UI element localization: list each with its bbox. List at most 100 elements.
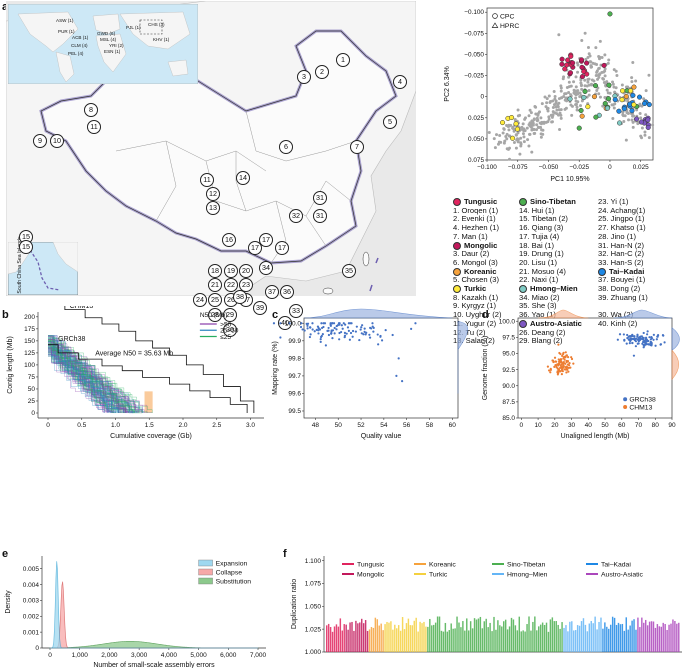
f-bar xyxy=(611,616,614,652)
f-legend-item: Tungusic xyxy=(357,561,385,568)
pca-point xyxy=(567,85,571,89)
d-ytick: 92.5 xyxy=(502,367,515,374)
pca-cpc-point xyxy=(638,119,644,125)
pca-point xyxy=(539,132,543,136)
pca-point xyxy=(546,120,550,124)
d-grch38-point xyxy=(642,331,645,335)
c-point xyxy=(306,327,309,330)
pca-point xyxy=(543,95,547,99)
group-color-dot xyxy=(519,198,527,207)
pca-xtick: −0.050 xyxy=(539,164,559,171)
f-bar xyxy=(347,629,349,652)
pca-point xyxy=(576,91,580,95)
f-bar xyxy=(580,621,583,652)
pca-point xyxy=(516,108,520,112)
c-point xyxy=(368,333,371,336)
c-point xyxy=(333,326,336,330)
pca-point xyxy=(521,122,525,126)
b-contig-curve xyxy=(48,338,137,413)
f-ytick: 1.050 xyxy=(305,603,322,610)
pca-cpc-point xyxy=(612,97,618,103)
c-ylabel: Mapping rate (%) xyxy=(272,341,279,395)
pca-cpc-point xyxy=(604,105,610,111)
pca-xtick: −0.100 xyxy=(477,164,497,171)
b-contig-curve xyxy=(48,341,135,413)
pca-point xyxy=(559,116,563,120)
c-point xyxy=(330,331,333,335)
pca-point xyxy=(610,103,614,107)
f-bar xyxy=(405,623,408,652)
f-bar xyxy=(516,630,519,652)
d-grch38-point xyxy=(663,341,666,344)
c-point xyxy=(319,340,322,343)
c-point xyxy=(329,322,332,325)
f-ytick: 1.100 xyxy=(305,558,322,565)
f-bar xyxy=(481,628,484,652)
c-point xyxy=(349,331,353,335)
group-header: Hmong–Mien xyxy=(519,284,582,294)
f-bar xyxy=(359,622,361,652)
pca-point xyxy=(621,114,625,118)
f-bar xyxy=(559,628,561,652)
c-point xyxy=(401,380,404,383)
c-point xyxy=(340,330,343,334)
d-grch38-point xyxy=(654,344,657,347)
c-ytick: 99.6 xyxy=(288,391,301,398)
d-grch38-point xyxy=(644,340,647,343)
map-marker-31: 31 xyxy=(313,191,327,205)
pca-point xyxy=(516,140,520,144)
pca-point xyxy=(605,88,609,92)
pca-point xyxy=(551,106,555,110)
f-bar xyxy=(333,626,336,652)
pca-point xyxy=(589,60,593,64)
b-n50-label: Average N50 = 35.63 Mb xyxy=(95,350,173,357)
c-point xyxy=(351,329,355,333)
pca-cpc-point xyxy=(567,70,574,76)
pca-xtick: −0.075 xyxy=(508,164,528,171)
pca-point xyxy=(547,117,551,121)
f-bar xyxy=(501,626,503,652)
pca-point xyxy=(527,114,531,118)
d-xtick: 10 xyxy=(534,422,542,429)
d-chm13-point xyxy=(553,356,557,359)
e-xtick: 6,000 xyxy=(220,652,237,659)
d-grch38-point xyxy=(625,342,628,345)
f-bar xyxy=(394,624,396,652)
d-chm13-point xyxy=(556,370,559,373)
pca-point xyxy=(539,122,543,126)
pca-point xyxy=(651,123,655,127)
f-bar xyxy=(567,631,569,652)
inset-label: ASW (1) xyxy=(56,18,74,23)
inset-label: ESN (1) xyxy=(104,49,121,54)
map-marker-1: 1 xyxy=(336,53,350,67)
group-legend-item: 24. Achang(1) xyxy=(598,205,646,215)
pca-cpc-point xyxy=(645,117,651,123)
f-bar xyxy=(399,630,402,652)
c-point xyxy=(301,328,304,331)
c-x-density xyxy=(303,308,453,319)
pca-point xyxy=(601,104,605,108)
f-bar xyxy=(450,623,452,652)
pca-point xyxy=(535,116,539,120)
map-marker-7: 7 xyxy=(350,140,364,154)
d-grch38-point xyxy=(630,334,633,338)
c-ytick: 99.9 xyxy=(288,338,301,345)
d-ytick: 87.5 xyxy=(502,399,515,406)
d-grch38-point xyxy=(641,338,644,341)
pca-point xyxy=(522,135,526,139)
f-bar xyxy=(487,627,489,652)
pca-point xyxy=(574,99,578,103)
f-bar xyxy=(613,617,616,652)
pca-point xyxy=(525,126,529,130)
group-legend-item: 5. Chosen (3) xyxy=(453,275,500,285)
c-point xyxy=(331,329,335,332)
pca-point xyxy=(595,89,599,93)
group-legend-item: 32. Han-C (2) xyxy=(598,249,645,259)
pca-cpc-point xyxy=(514,126,520,132)
pca-point xyxy=(505,147,509,151)
f-bar xyxy=(672,619,674,652)
c-xlabel: Quality value xyxy=(361,433,402,440)
b-contig-curve xyxy=(48,350,112,413)
d-chm13-point xyxy=(555,360,558,363)
f-bar xyxy=(606,626,608,652)
